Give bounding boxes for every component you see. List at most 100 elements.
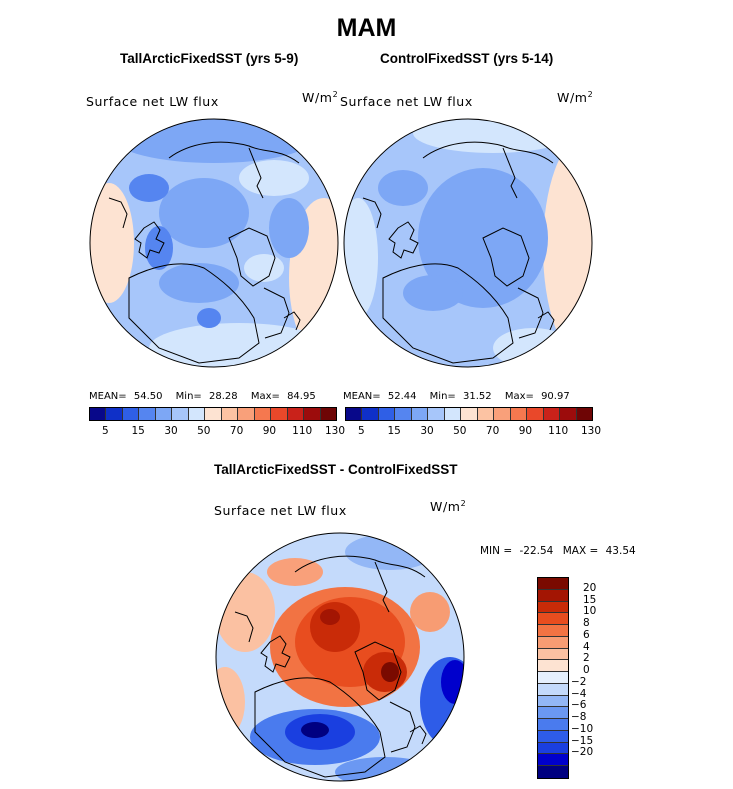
colorbar-swatch <box>155 408 173 420</box>
panel1-polar-map <box>89 118 339 368</box>
colorbar-tick-label: 15 <box>131 425 145 437</box>
colorbar-tick-label: 5 <box>358 425 365 437</box>
colorbar-swatch <box>538 683 568 696</box>
panel2-colorbar <box>345 407 593 421</box>
panel1-max-value: 84.95 <box>287 391 316 402</box>
panel3-units-label: W/m2 <box>430 499 467 515</box>
colorbar-swatch <box>139 408 156 420</box>
panel2-min-value: 31.52 <box>462 391 492 402</box>
colorbar-swatch <box>538 613 568 625</box>
colorbar-swatch <box>106 408 123 420</box>
colorbar-swatch <box>254 408 272 420</box>
colorbar-tick-label: 110 <box>292 425 313 437</box>
colorbar-swatch <box>538 636 568 649</box>
colorbar-swatch <box>560 408 577 420</box>
panel1-variable-label: Surface net LW flux <box>86 94 219 109</box>
colorbar-tick-label: −8 <box>571 711 587 724</box>
panel2-min-label: Min= <box>429 391 456 402</box>
colorbar-tick-label: 50 <box>453 425 467 437</box>
colorbar-swatch <box>378 408 396 420</box>
colorbar-swatch <box>510 408 528 420</box>
colorbar-swatch <box>428 408 445 420</box>
colorbar-tick-label: 50 <box>197 425 211 437</box>
colorbar-swatch <box>188 408 206 420</box>
colorbar-swatch <box>538 719 568 731</box>
colorbar-swatch <box>172 408 189 420</box>
figure-title: MAM <box>336 14 397 42</box>
colorbar-swatch <box>320 408 337 420</box>
colorbar-tick-label: 130 <box>580 425 602 437</box>
colorbar-tick-label: 8 <box>583 617 590 630</box>
colorbar-swatch <box>538 578 568 590</box>
panel3-max-value: 43.54 <box>605 545 636 557</box>
colorbar-swatch <box>304 408 321 420</box>
panel3-colorbar <box>537 577 569 779</box>
panel2-mean-label: MEAN= <box>343 391 381 402</box>
colorbar-tick-label: 2 <box>583 652 590 665</box>
colorbar-swatch <box>538 660 568 672</box>
colorbar-swatch <box>538 707 568 719</box>
colorbar-tick-label: 90 <box>262 425 277 437</box>
panel2-title: ControlFixedSST (yrs 5-14) <box>380 51 554 66</box>
panel1-mean-label: MEAN= <box>89 391 127 402</box>
colorbar-swatch <box>395 408 412 420</box>
colorbar-tick-label: 90 <box>518 425 533 437</box>
colorbar-swatch <box>538 766 568 778</box>
panel1-units-label: W/m2 <box>302 90 339 106</box>
colorbar-swatch <box>362 408 379 420</box>
colorbar-tick-label: 6 <box>583 628 590 641</box>
colorbar-swatch <box>538 648 568 661</box>
panel3-title: TallArcticFixedSST - ControlFixedSST <box>214 462 458 477</box>
colorbar-swatch <box>444 408 462 420</box>
panel1-min-label: Min= <box>175 391 202 402</box>
colorbar-swatch <box>346 408 363 420</box>
colorbar-swatch <box>90 408 107 420</box>
colorbar-tick-label: 15 <box>583 593 597 606</box>
colorbar-swatch <box>238 408 255 420</box>
panel1-max-label: Max= <box>250 391 280 402</box>
colorbar-swatch <box>538 672 568 684</box>
colorbar-swatch <box>287 408 305 420</box>
colorbar-swatch <box>461 408 478 420</box>
panel1-colorbar <box>89 407 337 421</box>
colorbar-swatch <box>205 408 222 420</box>
colorbar-swatch <box>576 408 593 420</box>
colorbar-tick-label: 70 <box>229 425 244 437</box>
colorbar-swatch <box>538 754 568 766</box>
panel3-variable-label: Surface net LW flux <box>214 503 347 518</box>
colorbar-tick-label: −15 <box>571 734 594 747</box>
colorbar-swatch <box>271 408 288 420</box>
panel1-stats: MEAN= 54.50 Min= 28.28 Max= 84.95 <box>89 391 316 402</box>
colorbar-tick-label: 0 <box>583 664 590 677</box>
colorbar-swatch <box>494 408 511 420</box>
panel3-max-label: MAX = <box>562 545 599 557</box>
colorbar-swatch <box>527 408 544 420</box>
colorbar-swatch <box>543 408 561 420</box>
panel3-stats: MIN = -22.54 MAX = 43.54 <box>480 545 636 557</box>
colorbar-tick-label: 20 <box>583 581 597 594</box>
colorbar-swatch <box>122 408 140 420</box>
panel2-colorbar-ticks: 5 15 30 50 70 90 110 130 <box>345 425 601 439</box>
colorbar-tick-label: −20 <box>571 746 594 759</box>
colorbar-swatch <box>538 601 568 614</box>
panel3-min-value: -22.54 <box>519 545 554 557</box>
colorbar-swatch <box>538 589 568 602</box>
panel2-units-label: W/m2 <box>557 90 594 106</box>
colorbar-tick-label: 4 <box>583 640 590 653</box>
colorbar-tick-label: 5 <box>102 425 109 437</box>
colorbar-swatch <box>538 625 568 637</box>
colorbar-swatch <box>477 408 495 420</box>
panel2-polar-map <box>343 118 593 368</box>
colorbar-tick-label: −2 <box>571 675 587 688</box>
colorbar-tick-label: 15 <box>387 425 401 437</box>
panel3-min-label: MIN = <box>480 545 513 557</box>
panel3-polar-map <box>215 532 465 782</box>
colorbar-swatch <box>538 730 568 743</box>
panel3-colorbar-ticks: 20 15 10 8 6 4 2 0 −2 −4 −6 −8 −10 −15 −20 <box>571 577 611 777</box>
colorbar-tick-label: 110 <box>548 425 569 437</box>
panel1-title: TallArcticFixedSST (yrs 5-9) <box>120 51 299 66</box>
colorbar-swatch <box>411 408 429 420</box>
panel2-mean-value: 52.44 <box>387 391 417 402</box>
colorbar-swatch <box>538 742 568 755</box>
panel2-max-value: 90.97 <box>541 391 570 402</box>
